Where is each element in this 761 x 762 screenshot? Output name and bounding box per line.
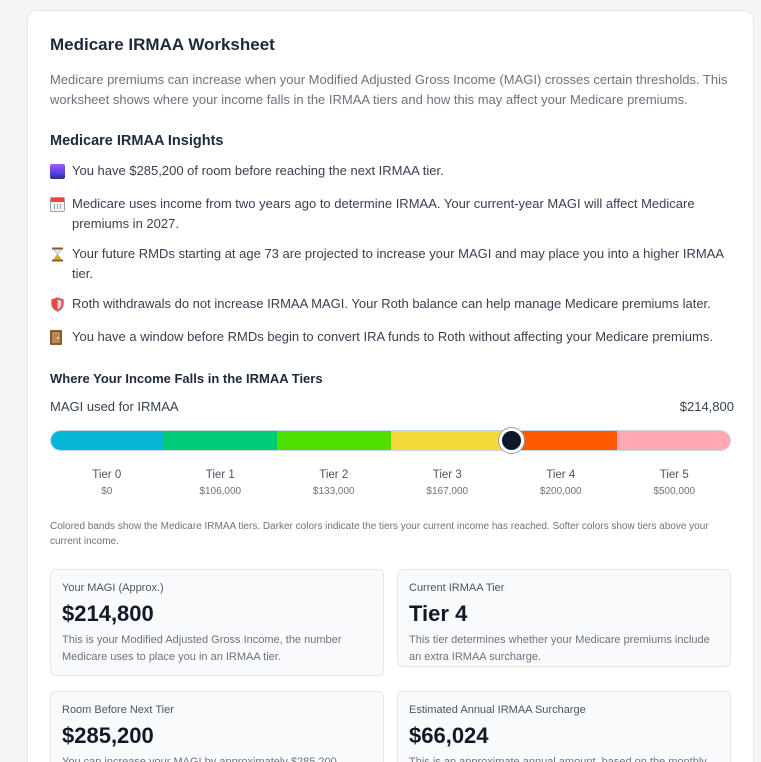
stat-card-tier: Current IRMAA Tier Tier 4 This tier dete… (397, 569, 731, 667)
insight-room: You have $285,200 of room before reachin… (50, 161, 740, 181)
door-icon (50, 327, 72, 347)
stat-description: This tier determines whether your Medica… (409, 634, 710, 663)
stat-value: $214,800 (62, 601, 154, 626)
tier-tick-2: Tier 2 $133,000 (289, 468, 379, 498)
insight-lookback: Medicare uses income from two years ago … (50, 194, 740, 234)
tier-name: Tier 5 (659, 469, 689, 481)
shield-icon (50, 294, 72, 314)
tier-name: Tier 1 (205, 469, 235, 481)
tier-band-0 (51, 431, 165, 450)
tier-name: Tier 2 (319, 469, 349, 481)
tier-threshold: $167,000 (426, 486, 469, 497)
stat-card-magi: Your MAGI (Approx.) $214,800 This is you… (50, 569, 384, 676)
insight-window: You have a window before RMDs begin to c… (50, 327, 740, 347)
insight-roth: Roth withdrawals do not increase IRMAA M… (50, 294, 740, 314)
insight-text: Roth withdrawals do not increase IRMAA M… (72, 296, 711, 311)
gem-icon (50, 161, 72, 181)
insights-title: Medicare IRMAA Insights (50, 133, 224, 149)
stat-card-room: Room Before Next Tier $285,200 You can i… (50, 691, 384, 762)
tiers-section-title: Where Your Income Falls in the IRMAA Tie… (50, 371, 323, 386)
stat-value: $66,024 (409, 723, 489, 748)
tier-band-5 (616, 431, 730, 450)
insight-text: Your future RMDs starting at age 73 are … (72, 246, 724, 281)
tier-name: Tier 4 (546, 469, 576, 481)
insight-text: You have a window before RMDs begin to c… (72, 329, 713, 344)
tier-tick-4: Tier 4 $200,000 (516, 468, 606, 498)
tier-tick-3: Tier 3 $167,000 (402, 468, 492, 498)
hourglass-icon (50, 244, 72, 284)
page-title: Medicare IRMAA Worksheet (50, 35, 275, 54)
tier-band-2 (277, 431, 391, 450)
tier-tick-1: Tier 1 $106,000 (175, 468, 265, 498)
stat-label: Room Before Next Tier (62, 704, 174, 716)
magi-label: MAGI used for IRMAA (50, 399, 179, 414)
tier-threshold: $500,000 (653, 486, 696, 497)
tier-band-1 (164, 431, 278, 450)
worksheet-intro: Medicare premiums can increase when your… (50, 72, 728, 107)
stat-value: $285,200 (62, 723, 154, 748)
tier-tick-0: Tier 0 $0 (62, 468, 152, 498)
irmaa-worksheet-card: Medicare IRMAA Worksheet Medicare premiu… (27, 10, 754, 762)
stat-description: You can increase your MAGI by approximat… (62, 756, 337, 762)
tier-threshold: $200,000 (539, 486, 582, 497)
tier-threshold: $106,000 (199, 486, 242, 497)
tier-tick-5: Tier 5 $500,000 (629, 468, 719, 498)
stat-description: This is an approximate annual amount, ba… (409, 756, 707, 762)
tier-name: Tier 3 (432, 469, 462, 481)
income-position-marker (499, 428, 525, 453)
irmaa-tier-bar (50, 430, 731, 451)
tier-threshold: $133,000 (312, 486, 355, 497)
tier-name: Tier 0 (92, 469, 122, 481)
stat-card-surcharge: Estimated Annual IRMAA Surcharge $66,024… (397, 691, 731, 762)
stat-label: Estimated Annual IRMAA Surcharge (409, 704, 586, 716)
magi-value: $214,800 (679, 399, 734, 414)
stat-description: This is your Modified Adjusted Gross Inc… (62, 634, 342, 663)
calendar-icon (50, 194, 72, 234)
insight-rmds: Your future RMDs starting at age 73 are … (50, 244, 740, 284)
tier-band-3 (390, 431, 504, 450)
tier-threshold: $0 (101, 486, 113, 497)
tier-band-4 (503, 431, 617, 450)
insight-text: Medicare uses income from two years ago … (72, 196, 695, 231)
tier-legend-note: Colored bands show the Medicare IRMAA ti… (50, 521, 709, 547)
stat-label: Your MAGI (Approx.) (62, 582, 164, 594)
stat-label: Current IRMAA Tier (409, 582, 505, 594)
insight-text: You have $285,200 of room before reachin… (72, 163, 444, 178)
stat-value: Tier 4 (409, 601, 468, 626)
